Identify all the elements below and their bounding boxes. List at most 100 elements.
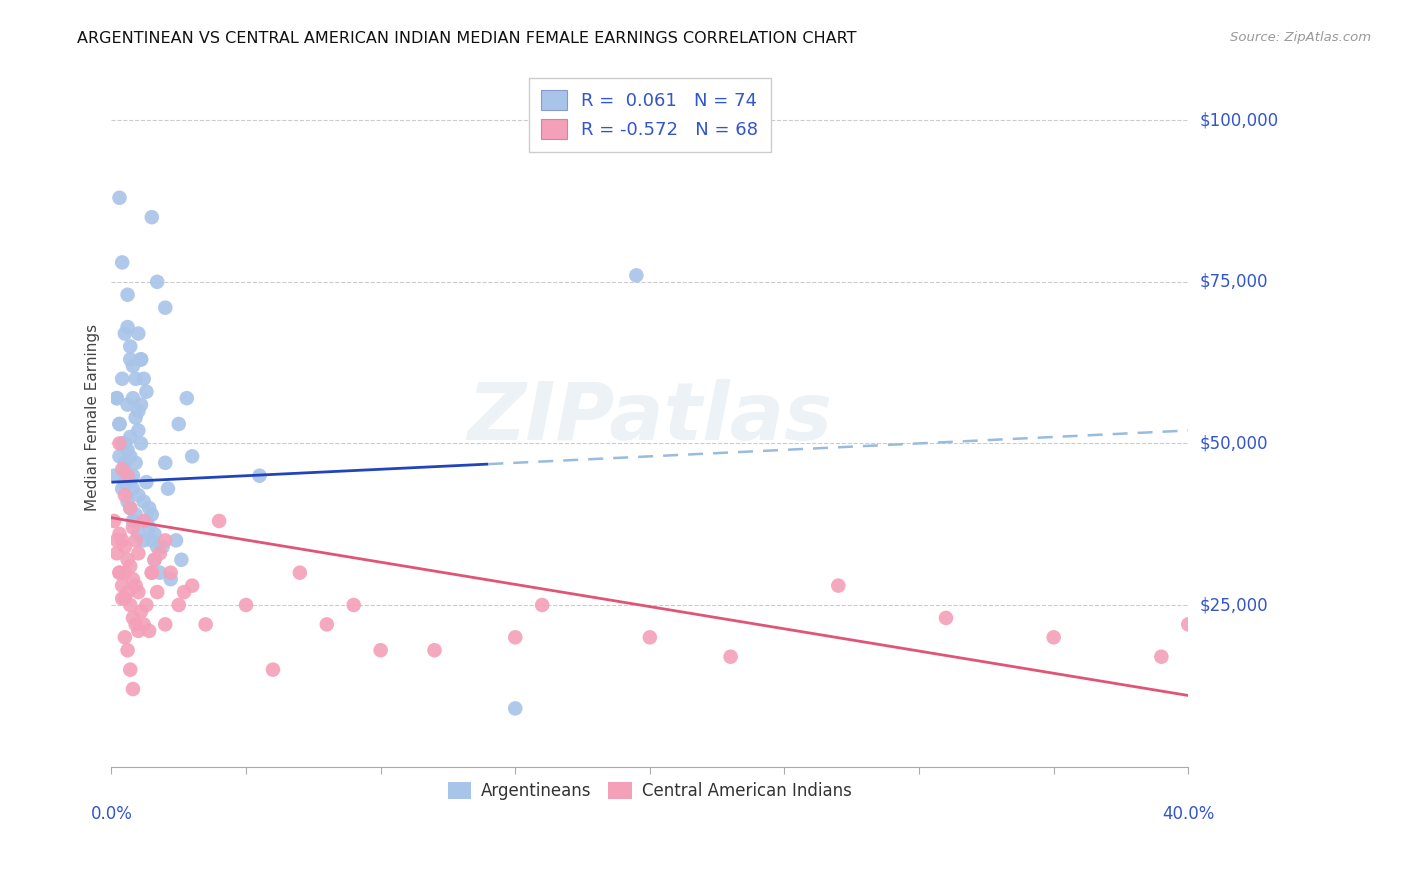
- Legend: Argentineans, Central American Indians: Argentineans, Central American Indians: [441, 776, 859, 807]
- Point: [159, 572, 181, 586]
- Point: [935, 611, 957, 625]
- Point: [132, 514, 155, 528]
- Point: [129, 352, 152, 367]
- Point: [108, 450, 131, 464]
- Point: [117, 320, 139, 334]
- Point: [127, 585, 149, 599]
- Point: [165, 533, 187, 548]
- Point: [122, 482, 145, 496]
- Point: [1042, 630, 1064, 644]
- Point: [626, 268, 648, 283]
- Point: [117, 553, 139, 567]
- Text: $100,000: $100,000: [1199, 112, 1278, 129]
- Point: [141, 533, 163, 548]
- Point: [124, 579, 146, 593]
- Point: [638, 630, 661, 644]
- Point: [120, 663, 142, 677]
- Point: [114, 326, 136, 341]
- Text: 0.0%: 0.0%: [90, 805, 132, 823]
- Point: [114, 456, 136, 470]
- Point: [117, 585, 139, 599]
- Point: [120, 339, 142, 353]
- Point: [124, 456, 146, 470]
- Point: [143, 553, 166, 567]
- Point: [111, 591, 134, 606]
- Point: [111, 255, 134, 269]
- Point: [108, 191, 131, 205]
- Point: [149, 566, 172, 580]
- Point: [114, 630, 136, 644]
- Point: [135, 598, 157, 612]
- Text: $75,000: $75,000: [1199, 273, 1268, 291]
- Point: [503, 701, 526, 715]
- Point: [208, 514, 231, 528]
- Point: [114, 488, 136, 502]
- Point: [122, 611, 145, 625]
- Point: [105, 391, 128, 405]
- Point: [114, 462, 136, 476]
- Point: [114, 591, 136, 606]
- Point: [155, 456, 177, 470]
- Point: [173, 585, 195, 599]
- Point: [124, 372, 146, 386]
- Point: [111, 436, 134, 450]
- Text: ZIPatlas: ZIPatlas: [467, 378, 832, 457]
- Text: $50,000: $50,000: [1199, 434, 1268, 452]
- Point: [138, 520, 160, 534]
- Point: [141, 566, 163, 580]
- Point: [176, 391, 198, 405]
- Point: [146, 275, 169, 289]
- Point: [127, 624, 149, 638]
- Y-axis label: Median Female Earnings: Median Female Earnings: [86, 324, 100, 511]
- Point: [127, 404, 149, 418]
- Point: [159, 566, 181, 580]
- Point: [108, 417, 131, 431]
- Point: [143, 553, 166, 567]
- Point: [170, 553, 193, 567]
- Point: [141, 508, 163, 522]
- Point: [111, 372, 134, 386]
- Point: [1177, 617, 1199, 632]
- Point: [127, 488, 149, 502]
- Point: [181, 579, 204, 593]
- Point: [132, 533, 155, 548]
- Point: [122, 359, 145, 373]
- Point: [114, 566, 136, 580]
- Point: [108, 566, 131, 580]
- Point: [114, 475, 136, 490]
- Point: [117, 442, 139, 457]
- Point: [720, 649, 742, 664]
- Point: [108, 566, 131, 580]
- Point: [120, 430, 142, 444]
- Point: [120, 501, 142, 516]
- Point: [135, 475, 157, 490]
- Point: [288, 566, 311, 580]
- Point: [124, 410, 146, 425]
- Point: [1150, 649, 1173, 664]
- Point: [105, 391, 128, 405]
- Point: [235, 598, 257, 612]
- Point: [120, 352, 142, 367]
- Point: [117, 494, 139, 508]
- Point: [155, 533, 177, 548]
- Text: Source: ZipAtlas.com: Source: ZipAtlas.com: [1230, 31, 1371, 45]
- Point: [129, 436, 152, 450]
- Point: [120, 598, 142, 612]
- Point: [146, 585, 169, 599]
- Point: [129, 352, 152, 367]
- Point: [155, 617, 177, 632]
- Point: [105, 533, 128, 548]
- Point: [120, 475, 142, 490]
- Point: [108, 527, 131, 541]
- Point: [138, 501, 160, 516]
- Point: [132, 372, 155, 386]
- Point: [827, 579, 849, 593]
- Point: [135, 514, 157, 528]
- Point: [152, 540, 174, 554]
- Point: [108, 417, 131, 431]
- Point: [117, 287, 139, 301]
- Point: [262, 663, 284, 677]
- Text: 40.0%: 40.0%: [1163, 805, 1215, 823]
- Point: [111, 482, 134, 496]
- Text: ARGENTINEAN VS CENTRAL AMERICAN INDIAN MEDIAN FEMALE EARNINGS CORRELATION CHART: ARGENTINEAN VS CENTRAL AMERICAN INDIAN M…: [77, 31, 856, 46]
